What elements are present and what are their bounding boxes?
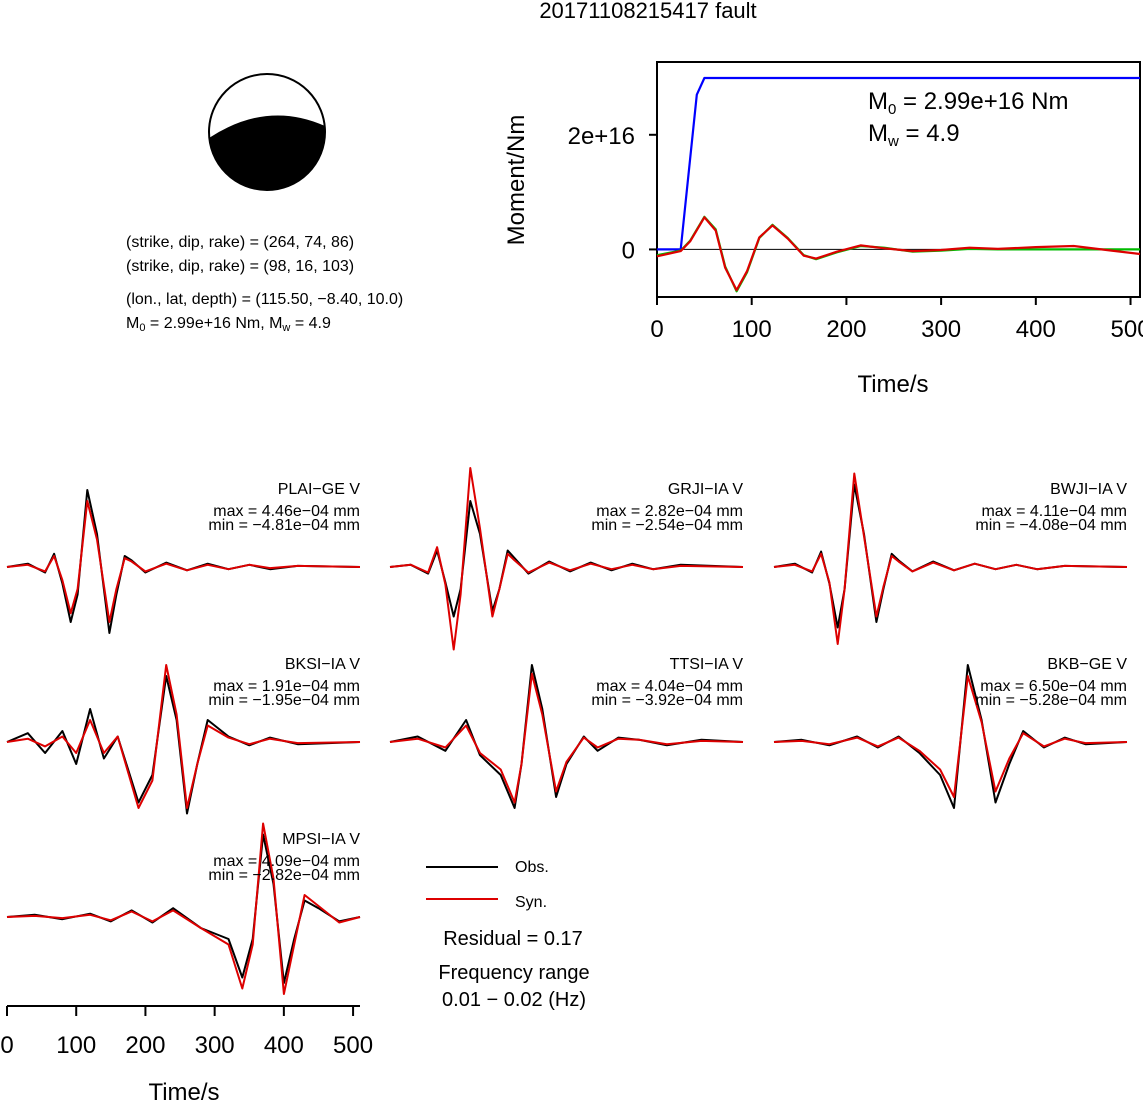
station-name: BKB−GE V: [1047, 656, 1127, 673]
synthetic-waveform: [6, 500, 361, 623]
moment-chart-frame: [656, 61, 1141, 298]
frequency-range-label: Frequency range: [438, 962, 589, 984]
figure-title: 20171108215417 fault: [539, 0, 756, 23]
station-min: min = −4.81e−04 mm: [208, 517, 360, 534]
moment-magnitude-line: M0 = 2.99e+16 Nm, Mw = 4.9: [126, 315, 331, 334]
synthetic-waveform: [6, 822, 361, 995]
synthetic-waveform: [773, 472, 1128, 645]
station-name: MPSI−IA V: [282, 831, 360, 848]
moment-xtick-label: 100: [732, 316, 772, 343]
moment-xtick-label: 500: [1111, 316, 1143, 343]
moment-series-2: [656, 216, 1141, 292]
station-max: max = 4.46e−04 mm: [213, 503, 360, 520]
moment-xtick-label: 400: [1016, 316, 1056, 343]
waveform-xtick-label: 0: [0, 1032, 13, 1059]
waveform-legend: Obs. Syn.: [426, 859, 549, 911]
station-min: min = −4.08e−04 mm: [975, 517, 1127, 534]
legend-obs-label: Obs.: [515, 859, 549, 876]
station-min: min = −2.82e−04 mm: [208, 867, 360, 884]
station-min: min = −1.95e−04 mm: [208, 692, 360, 709]
moment-xlabel: Time/s: [857, 371, 928, 398]
source-location: (lon., lat, depth) = (115.50, −8.40, 10.…: [126, 291, 403, 308]
moment-series-0: [657, 76, 1140, 251]
station-max: max = 4.04e−04 mm: [596, 678, 743, 695]
station-min: min = −5.28e−04 mm: [975, 692, 1127, 709]
station-max: max = 4.09e−04 mm: [213, 853, 360, 870]
waveform-xtick-label: 100: [56, 1032, 96, 1059]
synthetic-waveform: [6, 664, 361, 809]
legend-syn-label: Syn.: [515, 894, 547, 911]
waveform-xtick-label: 300: [195, 1032, 235, 1059]
station-name: TTSI−IA V: [670, 656, 744, 673]
moment-series-1: [656, 215, 1140, 293]
moment-annotation-m0: M0 = 2.99e+16 Nm: [868, 88, 1068, 118]
moment-xtick-label: 300: [921, 316, 961, 343]
station-min: min = −2.54e−04 mm: [591, 517, 743, 534]
nodal-plane-2: (strike, dip, rake) = (98, 16, 103): [126, 258, 354, 275]
moment-function-chart: 0 100 200 300 400 500 0 2e+16 Moment/Nm Time/s…: [503, 61, 1143, 398]
moment-xtick-label: 200: [826, 316, 866, 343]
station-name: GRJI−IA V: [668, 481, 743, 498]
waveform-xtick-label: 200: [125, 1032, 165, 1059]
waveform-xtick-label: 400: [264, 1032, 304, 1059]
moment-ytick-label: 2e+16: [568, 123, 635, 150]
moment-ytick-label: 0: [622, 237, 635, 264]
focal-mechanism-beachball: [208, 73, 326, 191]
station-max: max = 6.50e−04 mm: [980, 678, 1127, 695]
frequency-range-value: 0.01 − 0.02 (Hz): [442, 989, 586, 1011]
waveform-xlabel: Time/s: [148, 1079, 219, 1104]
station-max: max = 1.91e−04 mm: [213, 678, 360, 695]
source-parameters: (strike, dip, rake) = (264, 74, 86) (str…: [126, 234, 403, 334]
moment-xtick-label: 0: [650, 316, 663, 343]
station-name: PLAI−GE V: [278, 481, 361, 498]
beachball-compressional-quadrant: [209, 115, 326, 191]
nodal-plane-1: (strike, dip, rake) = (264, 74, 86): [126, 234, 354, 251]
station-max: max = 4.11e−04 mm: [981, 503, 1127, 520]
moment-ylabel: Moment/Nm: [503, 115, 530, 246]
station-name: BKSI−IA V: [285, 656, 360, 673]
synthetic-waveform: [389, 672, 744, 804]
waveform-xtick-label: 500: [333, 1032, 373, 1059]
waveform-time-axis: 0 100 200 300 400 500 Time/s: [0, 1005, 373, 1104]
station-name: BWJI−IA V: [1050, 481, 1127, 498]
synthetic-waveform: [389, 467, 744, 651]
station-min: min = −3.92e−04 mm: [591, 692, 743, 709]
residual-text: Residual = 0.17: [443, 928, 583, 950]
station-max: max = 2.82e−04 mm: [596, 503, 743, 520]
moment-annotation-mw: Mw = 4.9: [868, 120, 960, 150]
synthetic-waveform: [773, 675, 1128, 798]
